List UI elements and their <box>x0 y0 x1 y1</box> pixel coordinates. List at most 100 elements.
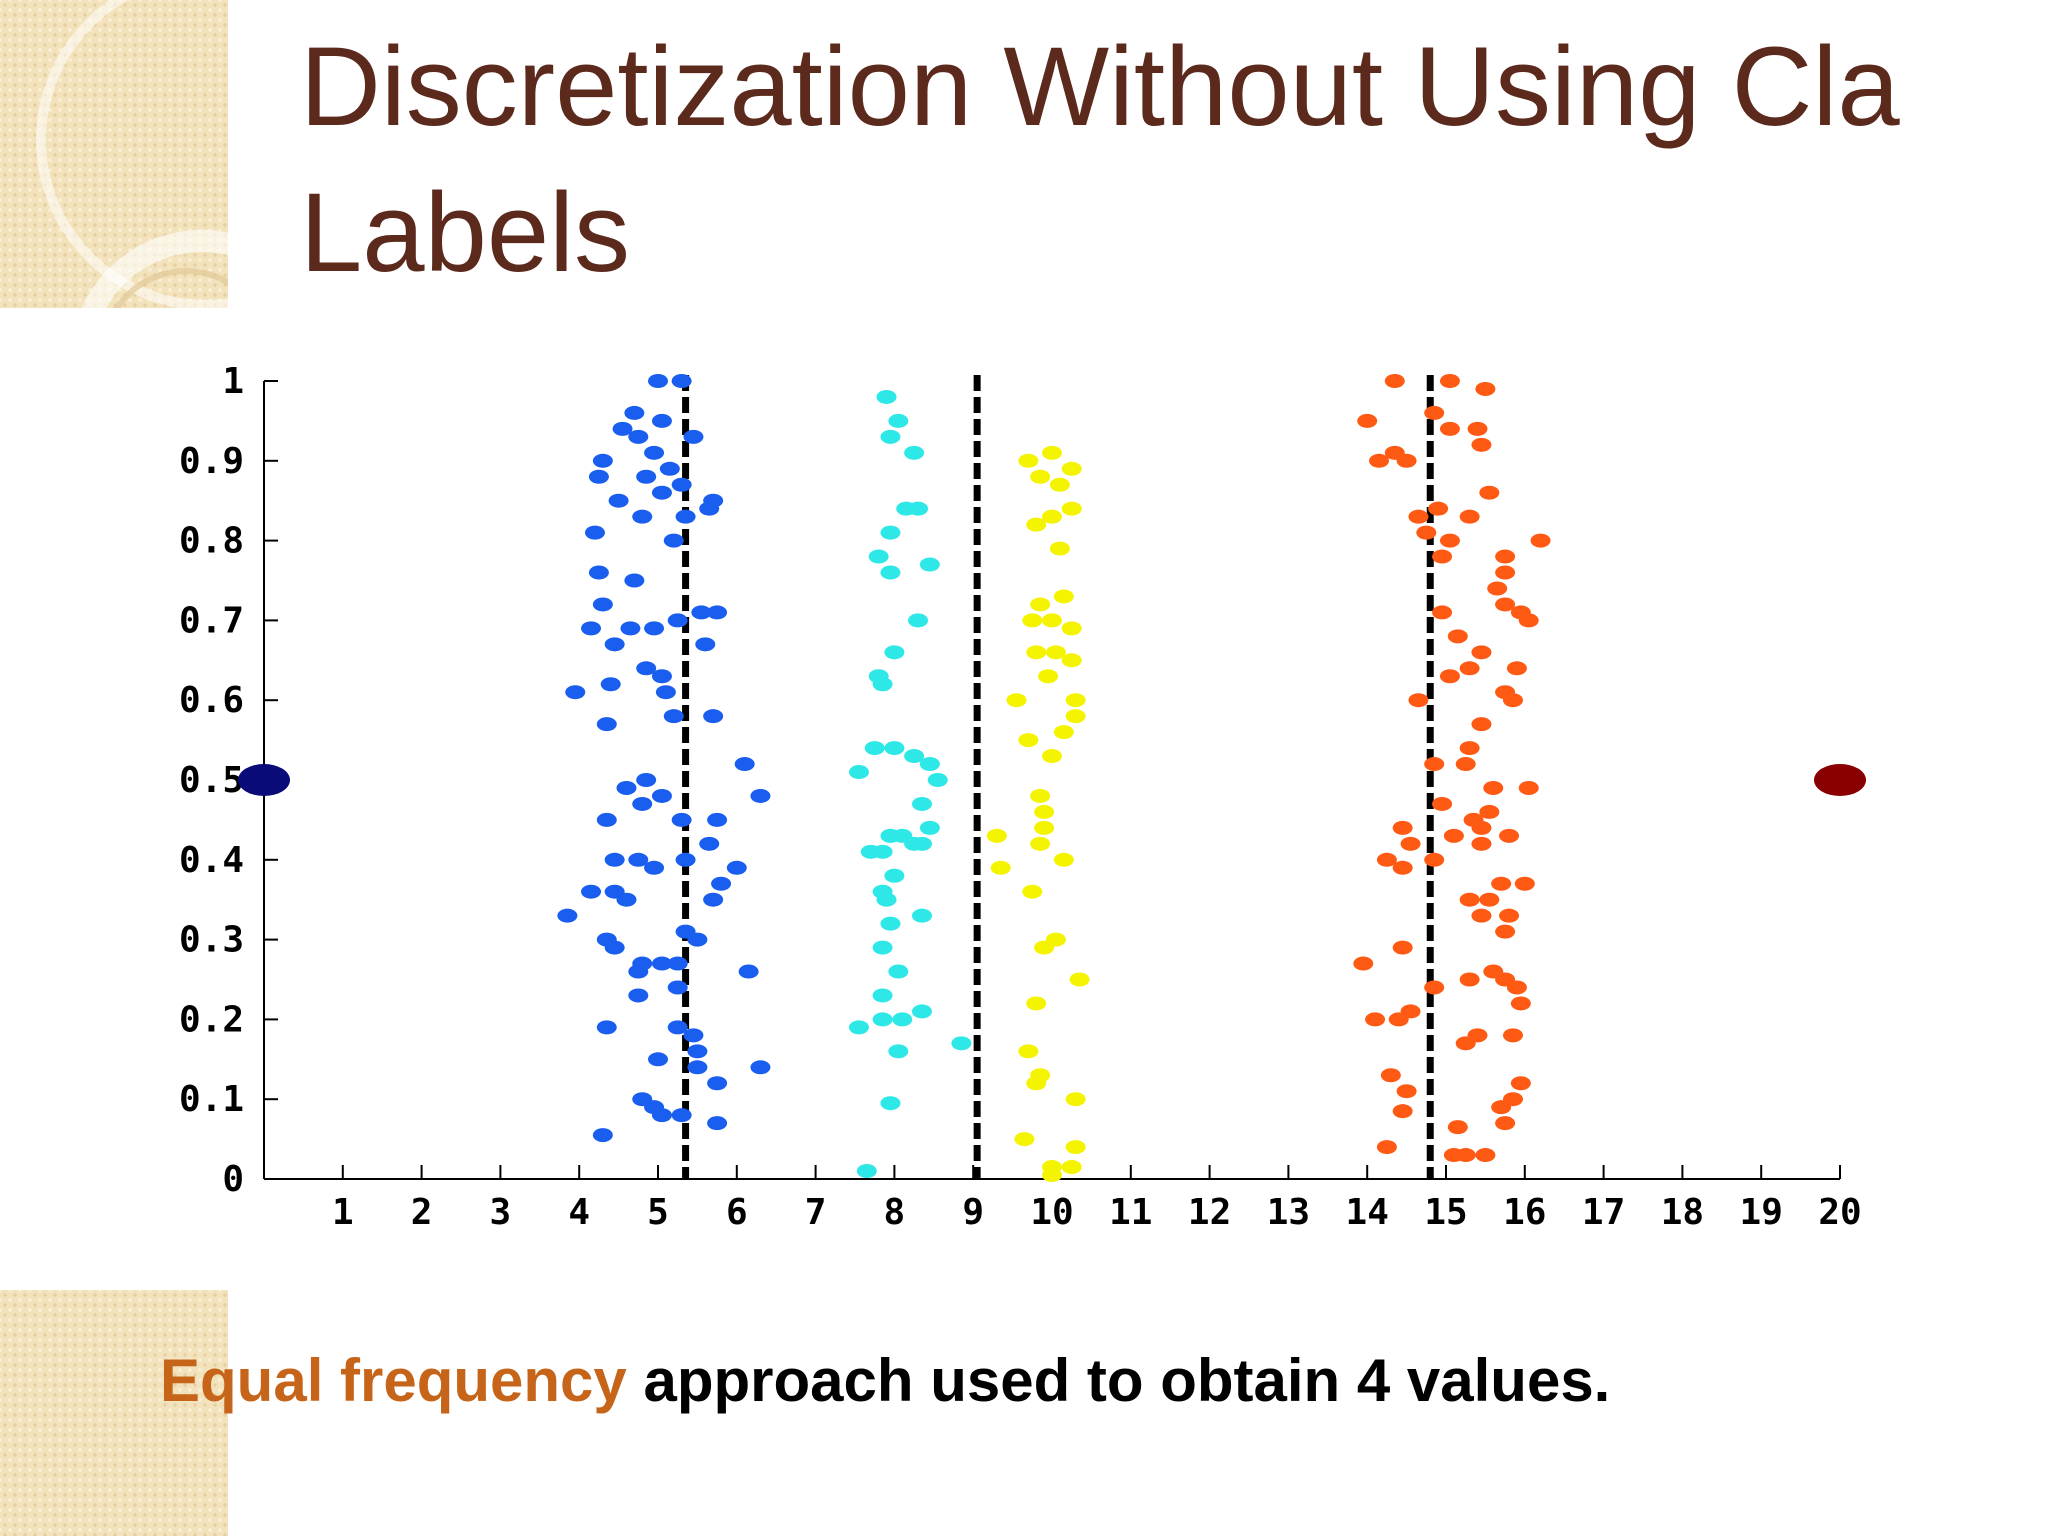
data-point <box>592 597 613 612</box>
data-point <box>1447 1120 1468 1135</box>
data-point <box>1428 501 1449 516</box>
data-point <box>1376 1140 1397 1155</box>
data-point <box>1491 1100 1512 1115</box>
data-point <box>1049 541 1070 556</box>
y-tick-label: 0.1 <box>179 1079 244 1120</box>
data-point <box>1065 693 1086 708</box>
caption-highlight: Equal frequency <box>160 1347 627 1414</box>
data-point <box>663 709 684 724</box>
data-point <box>1022 884 1043 899</box>
data-point <box>596 1020 617 1035</box>
data-point <box>734 757 755 772</box>
data-point <box>1506 980 1527 995</box>
data-point <box>1475 1148 1496 1163</box>
decorative-corner-top <box>0 0 228 308</box>
data-point <box>592 453 613 468</box>
data-point <box>1479 892 1500 907</box>
data-point <box>667 956 688 971</box>
x-tick-label: 5 <box>647 1192 669 1233</box>
data-point <box>1487 581 1508 596</box>
data-point <box>1061 621 1082 636</box>
data-point <box>1479 485 1500 500</box>
data-point <box>612 421 633 436</box>
data-point <box>644 860 665 875</box>
data-point <box>1408 509 1429 524</box>
data-point <box>651 669 672 684</box>
data-point <box>628 988 649 1003</box>
data-point <box>1455 1036 1476 1051</box>
x-tick-label: 3 <box>490 1192 512 1233</box>
x-tick-label: 11 <box>1109 1192 1152 1233</box>
data-point <box>707 1116 728 1131</box>
data-point <box>1065 709 1086 724</box>
data-points <box>238 374 1866 1183</box>
data-point <box>1018 1044 1039 1059</box>
data-point <box>1432 549 1453 564</box>
data-point <box>238 764 290 796</box>
data-point <box>1814 764 1866 796</box>
x-tick-label: 19 <box>1740 1192 1783 1233</box>
data-point <box>1042 445 1062 460</box>
data-point <box>683 1028 704 1043</box>
data-point <box>1065 1092 1086 1107</box>
data-point <box>1443 1148 1464 1163</box>
data-point <box>588 469 609 484</box>
data-point <box>1042 749 1062 764</box>
data-point <box>632 796 653 811</box>
data-point <box>1471 437 1492 452</box>
data-point <box>1034 940 1055 955</box>
data-point <box>1467 421 1488 436</box>
data-point <box>750 1060 771 1075</box>
data-point <box>703 709 724 724</box>
data-point <box>1061 461 1082 476</box>
data-point <box>663 533 684 548</box>
data-point <box>884 868 905 883</box>
data-point <box>1459 661 1480 676</box>
data-point <box>1069 972 1090 987</box>
data-point <box>738 964 759 979</box>
data-point <box>683 429 704 444</box>
data-point <box>1424 405 1445 420</box>
data-point <box>880 565 901 580</box>
slide-title-line-1: Discretization Without Using Cla <box>300 24 1900 149</box>
data-point <box>1499 908 1520 923</box>
data-point <box>1380 1068 1401 1083</box>
data-point <box>1030 1068 1051 1083</box>
data-point <box>1475 381 1496 396</box>
data-point <box>1495 597 1516 612</box>
data-point <box>1439 669 1460 684</box>
y-tick-label: 0.7 <box>179 600 244 641</box>
data-point <box>1369 453 1390 468</box>
y-tick-label: 0.2 <box>179 999 244 1040</box>
data-point <box>588 565 609 580</box>
data-point <box>1053 852 1074 867</box>
x-tick-label: 8 <box>884 1192 906 1233</box>
data-point <box>581 884 602 899</box>
data-point <box>1439 421 1460 436</box>
x-tick-label: 13 <box>1267 1192 1310 1233</box>
chart-axes: 00.10.20.30.40.50.60.70.80.911 2 3 4 5 6 7 8 9 10… <box>179 361 1862 1233</box>
data-point <box>596 812 617 827</box>
data-point <box>596 717 617 732</box>
data-point <box>1034 804 1055 819</box>
data-point <box>1447 629 1468 644</box>
x-tick-label: 17 <box>1582 1192 1625 1233</box>
cut-point-lines <box>682 375 1434 1179</box>
data-point <box>1439 374 1460 388</box>
data-point <box>1471 820 1492 835</box>
data-point <box>644 445 665 460</box>
data-point <box>919 757 940 772</box>
data-point <box>695 637 716 652</box>
data-point <box>648 374 668 388</box>
data-point <box>628 964 649 979</box>
scatter-chart: 00.10.20.30.40.50.60.70.80.911 2 3 4 5 6 7 8 9 10… <box>179 361 1866 1233</box>
data-point <box>880 1096 901 1111</box>
data-point <box>1388 1012 1409 1027</box>
data-point <box>1530 533 1551 548</box>
data-point <box>687 1044 708 1059</box>
data-point <box>1432 605 1453 620</box>
data-point <box>671 812 692 827</box>
data-point <box>1495 565 1516 580</box>
decorative-corner-bottom <box>0 1290 228 1536</box>
data-point <box>671 477 692 492</box>
